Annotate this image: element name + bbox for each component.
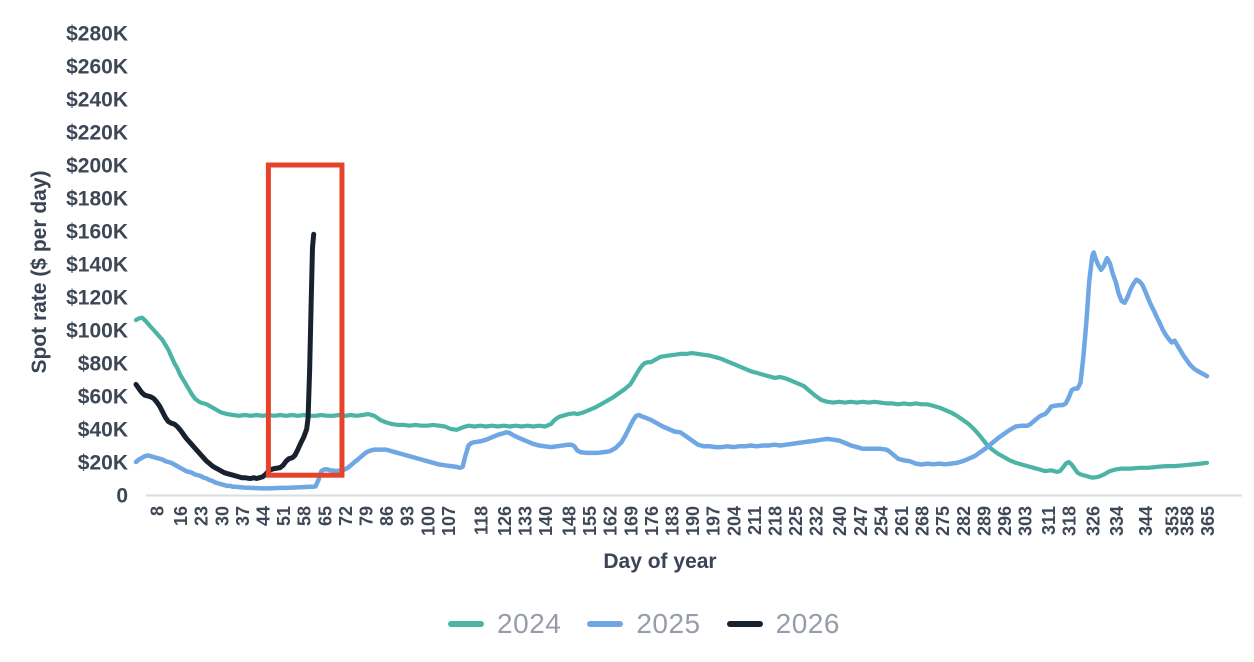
- y-tick-label: $160K: [66, 221, 128, 244]
- x-axis-tick-labels: 8 16 23 30 37 44 51 58 65 72 79 86 93 100 107 118 126 133…: [148, 506, 1218, 536]
- x-tick-label: 211: [745, 506, 765, 535]
- x-tick-label: 190: [683, 506, 703, 536]
- y-tick-label: $120K: [66, 287, 128, 310]
- x-tick-label: 51: [274, 506, 294, 526]
- x-tick-label: 344: [1136, 506, 1156, 536]
- x-tick-label: 126: [495, 506, 515, 536]
- x-tick-label: 254: [871, 506, 891, 536]
- x-tick-label: 23: [192, 506, 212, 526]
- x-tick-label: 183: [663, 506, 683, 536]
- x-tick-label: 37: [233, 506, 253, 526]
- legend-swatch-2024: [448, 621, 485, 627]
- y-tick-label: $140K: [66, 254, 128, 277]
- legend-item-2024: 2024: [448, 608, 561, 640]
- x-tick-label: 100: [418, 506, 438, 536]
- x-tick-label: 358: [1177, 506, 1197, 536]
- x-tick-label: 197: [704, 506, 724, 536]
- x-tick-label: 176: [642, 506, 662, 536]
- y-tick-label: $180K: [66, 188, 128, 211]
- x-tick-label: 162: [601, 506, 621, 536]
- x-tick-label: 268: [913, 506, 933, 536]
- y-tick-label: $260K: [66, 56, 128, 79]
- x-tick-label: 318: [1060, 506, 1080, 536]
- x-tick-label: 204: [724, 506, 744, 536]
- x-tick-label: 247: [851, 506, 871, 536]
- highlight-rectangle: [265, 162, 345, 478]
- x-tick-label: 8: [148, 506, 168, 516]
- y-tick-label: $40K: [78, 419, 128, 442]
- legend-label: 2025: [636, 608, 701, 639]
- legend-swatch-2026: [726, 621, 763, 627]
- legend-label: 2026: [775, 608, 840, 639]
- x-tick-label: 140: [536, 506, 556, 536]
- legend-item-2025: 2025: [587, 608, 700, 640]
- series-line-2026: [133, 231, 317, 481]
- x-tick-label: 44: [254, 506, 274, 526]
- y-axis-tick-labels: $280K $260K $240K $220K $200K $180K $160K $140K…: [66, 23, 128, 508]
- x-tick-label: 282: [954, 506, 974, 536]
- legend: 2024 2025 2026: [17, 604, 1254, 644]
- x-tick-label: 240: [830, 506, 850, 536]
- series-lines: [133, 231, 1210, 491]
- y-axis-title: Spot rate ($ per day): [28, 170, 51, 373]
- y-tick-label: $200K: [66, 155, 128, 178]
- x-tick-label: 169: [621, 506, 641, 536]
- x-tick-label: 365: [1198, 506, 1218, 536]
- x-tick-label: 334: [1107, 506, 1127, 536]
- y-tick-label: $60K: [78, 386, 128, 409]
- x-tick-label: 133: [515, 506, 535, 536]
- x-axis-title: Day of year: [603, 550, 716, 573]
- x-tick-label: 303: [1016, 506, 1036, 536]
- x-tick-label: 289: [974, 506, 994, 536]
- x-tick-label: 107: [439, 506, 459, 536]
- legend-label: 2024: [497, 608, 562, 639]
- x-tick-label: 72: [336, 506, 356, 526]
- plot-svg: Spot rate ($ per day) $280K $260K $240K $22…: [28, 23, 1242, 573]
- x-tick-label: 261: [892, 506, 912, 536]
- series-line-2025: [133, 250, 1210, 491]
- x-tick-label: 225: [786, 506, 806, 536]
- x-tick-label: 275: [933, 506, 953, 536]
- x-tick-label: 86: [377, 506, 397, 526]
- x-tick-label: 93: [398, 506, 418, 526]
- y-tick-label: $240K: [66, 89, 128, 112]
- x-tick-label: 296: [995, 506, 1015, 536]
- y-tick-label: $80K: [78, 353, 128, 376]
- x-tick-label: 16: [171, 506, 191, 526]
- y-tick-label: $280K: [66, 23, 128, 46]
- x-tick-label: 65: [315, 506, 335, 526]
- highlight-rect: [265, 162, 345, 478]
- y-tick-label: 0: [116, 485, 128, 508]
- series-line-2024: [133, 315, 1210, 480]
- x-tick-label: 311: [1039, 506, 1059, 535]
- x-tick-label: 58: [295, 506, 315, 526]
- x-tick-label: 148: [560, 506, 580, 536]
- x-tick-label: 232: [807, 506, 827, 536]
- x-tick-label: 118: [471, 506, 491, 535]
- x-tick-label: 218: [765, 506, 785, 536]
- legend-swatch-2025: [587, 621, 624, 627]
- legend-item-2026: 2026: [726, 608, 840, 640]
- x-tick-label: 326: [1083, 506, 1103, 536]
- y-tick-label: $100K: [66, 320, 128, 343]
- y-tick-label: $220K: [66, 122, 128, 145]
- x-tick-label: 79: [357, 506, 377, 526]
- x-tick-label: 155: [580, 506, 600, 536]
- x-tick-label: 30: [212, 506, 232, 526]
- y-tick-label: $20K: [78, 452, 128, 475]
- x-tick-label: 353: [1163, 506, 1183, 536]
